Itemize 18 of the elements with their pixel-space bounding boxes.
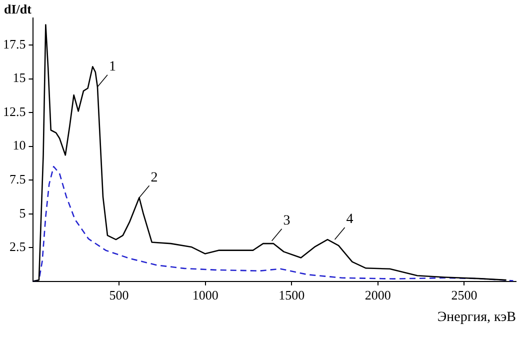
y-axis-title: dI/dt	[4, 1, 32, 16]
x-tick-label: 500	[109, 288, 129, 303]
x-axis-title: Энергия, кэВ	[437, 310, 516, 326]
annotation: 3	[283, 214, 290, 229]
y-tick-label: 5	[19, 205, 26, 220]
y-tick-label: 7.5	[10, 172, 26, 187]
annotation: 2	[150, 170, 158, 186]
y-tick-label: 17.5	[3, 36, 26, 52]
x-tick-label: 1000	[192, 288, 218, 303]
x-tick-label: 1500	[278, 288, 305, 303]
annotation: 1	[108, 60, 116, 75]
x-tick-label: 2000	[364, 288, 391, 303]
y-tick-label: 15	[12, 70, 26, 86]
x-tick-label: 2500	[451, 288, 478, 303]
y-tick-label: 10	[12, 138, 26, 153]
y-tick-label: 12.5	[3, 104, 26, 119]
annotation: 4	[346, 212, 354, 228]
y-tick-label: 2.5	[10, 239, 26, 254]
